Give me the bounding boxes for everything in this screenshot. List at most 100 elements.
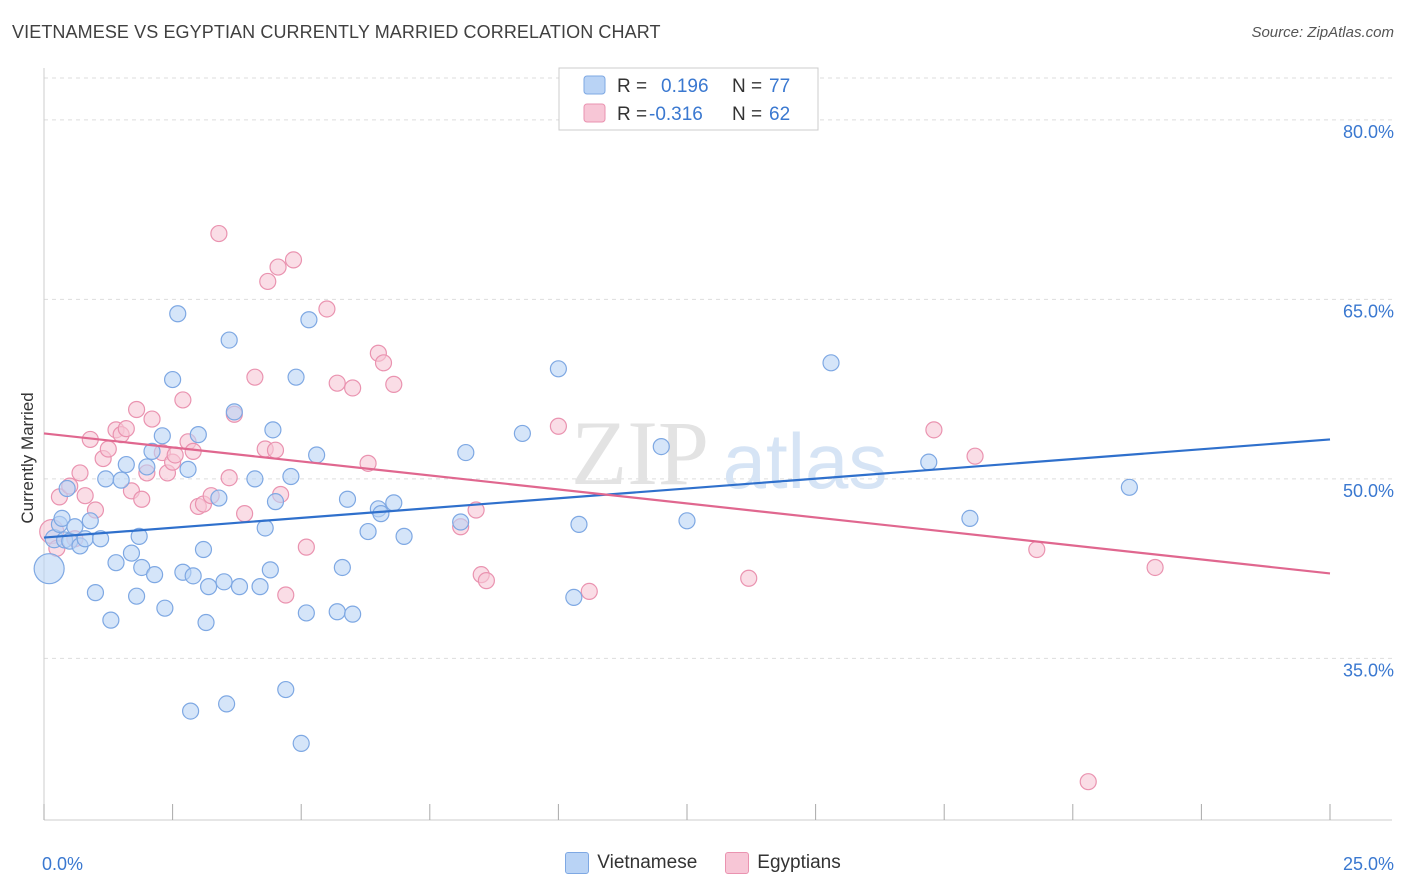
legend-swatch-egyptians xyxy=(583,103,606,123)
data-point xyxy=(133,558,151,577)
legend-swatch xyxy=(725,852,750,874)
data-point xyxy=(81,512,99,530)
data-point xyxy=(225,403,243,421)
data-point xyxy=(269,258,287,276)
x-tick-labels: 0.0% 25.0% xyxy=(42,854,1394,874)
legend-item-vietnamese[interactable]: Vietnamese xyxy=(565,852,697,874)
data-point xyxy=(133,490,151,508)
data-point xyxy=(251,578,269,596)
data-point xyxy=(678,512,696,530)
data-point xyxy=(277,586,295,604)
data-point xyxy=(477,572,495,590)
data-point xyxy=(112,471,130,489)
data-point xyxy=(210,224,228,243)
data-point xyxy=(652,437,670,456)
data-point xyxy=(385,375,403,393)
series-legend: Vietnamese Egyptians xyxy=(0,852,1406,874)
data-point xyxy=(264,421,282,439)
data-point xyxy=(300,311,318,329)
data-point xyxy=(570,515,588,533)
data-point xyxy=(1028,540,1046,559)
data-point xyxy=(169,305,187,323)
data-point xyxy=(372,505,390,523)
y-tick-label: 80.0% xyxy=(1343,122,1394,142)
data-point xyxy=(297,604,315,622)
data-point xyxy=(549,417,568,435)
y-tick-labels: 35.0% 50.0% 65.0% 80.0% xyxy=(1343,122,1394,681)
trend-lines xyxy=(43,432,1331,575)
legend-n-value: 62 xyxy=(769,104,790,125)
series-vietnamese-points xyxy=(33,305,1138,753)
data-point xyxy=(1079,773,1097,791)
trend-line-egyptians xyxy=(43,432,1331,575)
legend-label: Vietnamese xyxy=(597,852,698,873)
y-tick-label: 35.0% xyxy=(1343,660,1394,680)
data-point xyxy=(328,603,346,621)
data-point xyxy=(374,354,393,372)
data-point xyxy=(246,368,264,386)
data-point xyxy=(143,442,161,460)
data-point xyxy=(122,544,141,562)
legend-n-value: 77 xyxy=(769,76,790,97)
data-point xyxy=(127,587,146,605)
data-point xyxy=(344,605,362,623)
data-point xyxy=(282,467,300,486)
data-point xyxy=(197,613,215,632)
data-point xyxy=(210,489,228,507)
gridlines xyxy=(44,77,1392,659)
data-point xyxy=(1146,558,1164,577)
data-point xyxy=(457,443,475,462)
data-point xyxy=(156,599,174,617)
data-point xyxy=(53,509,71,528)
legend-r-label: R = xyxy=(617,76,647,97)
data-point xyxy=(164,370,182,389)
data-point xyxy=(920,453,938,471)
data-point xyxy=(344,379,362,397)
legend-r-value: 0.196 xyxy=(661,76,709,97)
legend-n-label: N = xyxy=(732,104,762,125)
data-point xyxy=(182,702,200,720)
data-point xyxy=(138,458,156,476)
data-point xyxy=(200,578,218,596)
data-point xyxy=(194,540,213,559)
data-point xyxy=(318,300,336,318)
data-point xyxy=(143,410,161,428)
x-tick-label: 0.0% xyxy=(42,854,83,874)
data-point xyxy=(333,558,351,577)
y-tick-label: 65.0% xyxy=(1343,301,1394,321)
series-egyptians-points xyxy=(39,224,1164,791)
data-point xyxy=(174,391,192,409)
data-point xyxy=(184,567,202,585)
data-point xyxy=(961,509,979,528)
data-point xyxy=(359,522,377,541)
data-point xyxy=(277,680,295,699)
legend-item-egyptians[interactable]: Egyptians xyxy=(725,852,841,874)
watermark-atlas: atlas xyxy=(723,417,888,505)
data-point xyxy=(230,578,249,596)
legend-swatch xyxy=(565,852,590,874)
data-point xyxy=(261,561,279,579)
data-point xyxy=(76,487,94,505)
data-point xyxy=(91,530,110,548)
data-point xyxy=(822,354,840,372)
data-point xyxy=(71,464,89,482)
x-tick-label: 25.0% xyxy=(1343,854,1394,874)
data-point xyxy=(127,400,146,419)
data-point xyxy=(580,582,598,601)
data-point xyxy=(292,734,310,753)
data-point xyxy=(266,441,285,459)
data-point xyxy=(246,470,264,488)
data-point xyxy=(256,519,274,537)
data-point xyxy=(925,421,943,439)
data-point xyxy=(215,573,233,591)
data-point xyxy=(549,360,568,378)
data-point xyxy=(189,426,207,444)
data-point xyxy=(308,446,326,464)
data-point xyxy=(328,374,346,392)
legend-n-label: N = xyxy=(732,76,762,97)
data-point xyxy=(284,251,303,269)
data-point xyxy=(145,566,164,584)
data-point xyxy=(259,272,277,291)
data-point xyxy=(513,424,531,443)
data-point xyxy=(117,455,135,474)
